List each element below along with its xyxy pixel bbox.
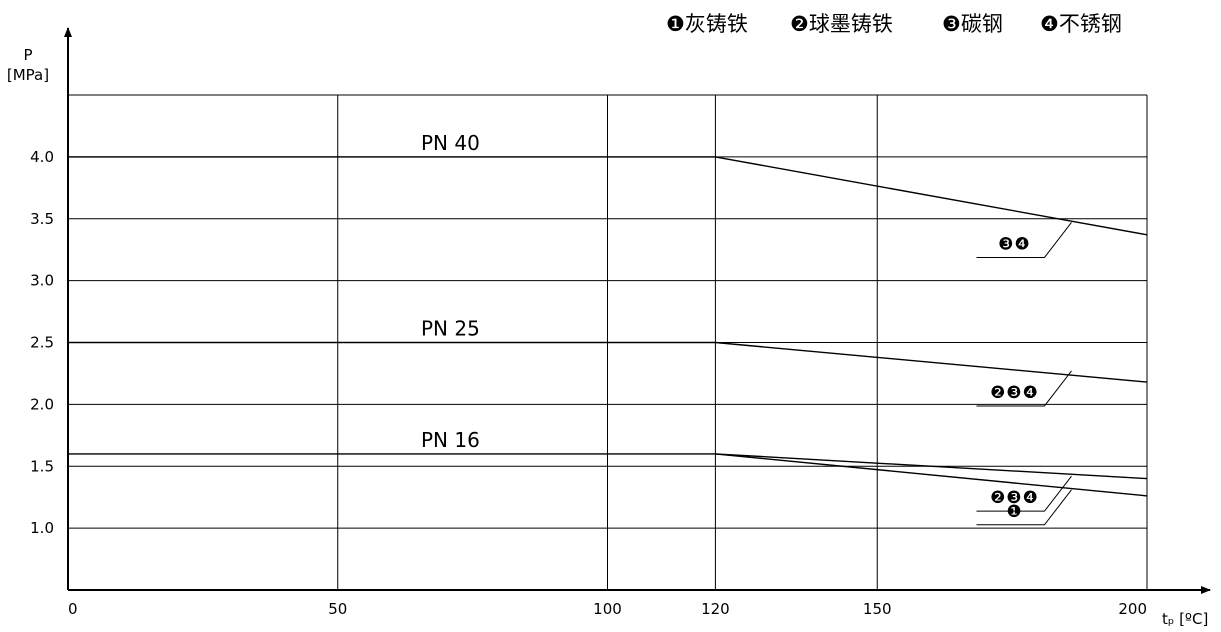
y-tick-label: 2.5 [30,334,54,352]
callout-leader [976,222,1072,258]
legend-item-stainless-steel: ❹不锈钢 [1040,12,1122,36]
x-tick-label: 100 [593,600,622,618]
callout-label: ❶ [1006,502,1022,522]
legend-item-carbon-steel: ❸碳钢 [942,12,1003,36]
x-tick-label: 120 [701,600,730,618]
callout-label: ❷❸❹ [990,488,1039,508]
x-tick-label: 150 [863,600,892,618]
callout-leader [976,489,1072,526]
series-lines: PN 40 PN 25 PN 16 [68,131,1148,497]
x-axis-title: tₚ [ºC] [1162,610,1208,628]
series-line [715,453,1148,497]
legend-item-ductile-iron: ❷球墨铸铁 [790,12,893,36]
y-tick-label: 2.0 [30,395,54,413]
axes [64,27,1211,594]
y-tick-label: 1.0 [30,519,54,537]
y-tick-label: 1.5 [30,457,54,475]
tick-labels: 1.0 1.5 2.0 2.5 3.0 3.5 4.0 0 50 100 120 150 200 [30,148,1147,618]
callout-label: ❸❹ [998,234,1030,254]
callout-leader [976,475,1072,512]
series-line [68,341,1148,383]
x-tick-label: 200 [1118,600,1147,618]
series-line [68,156,1148,236]
x-tick-label: 50 [328,600,347,618]
y-axis-title-line2: [MPa] [7,66,49,84]
legend: ❶灰铸铁 ❷球墨铸铁 ❸碳钢 ❹不锈钢 [666,12,1122,36]
callout-leader [976,370,1072,407]
legend-item-gray-cast-iron: ❶灰铸铁 [666,12,748,36]
series-label: PN 25 [421,317,480,341]
series-label: PN 16 [421,428,480,452]
y-tick-label: 3.0 [30,272,54,290]
y-axis-title-line1: P [23,46,32,64]
callout-label: ❷❸❹ [990,383,1039,403]
series-label: PN 40 [421,131,480,155]
x-tick-label: 0 [68,600,78,618]
y-tick-label: 3.5 [30,210,54,228]
y-tick-label: 4.0 [30,148,54,166]
